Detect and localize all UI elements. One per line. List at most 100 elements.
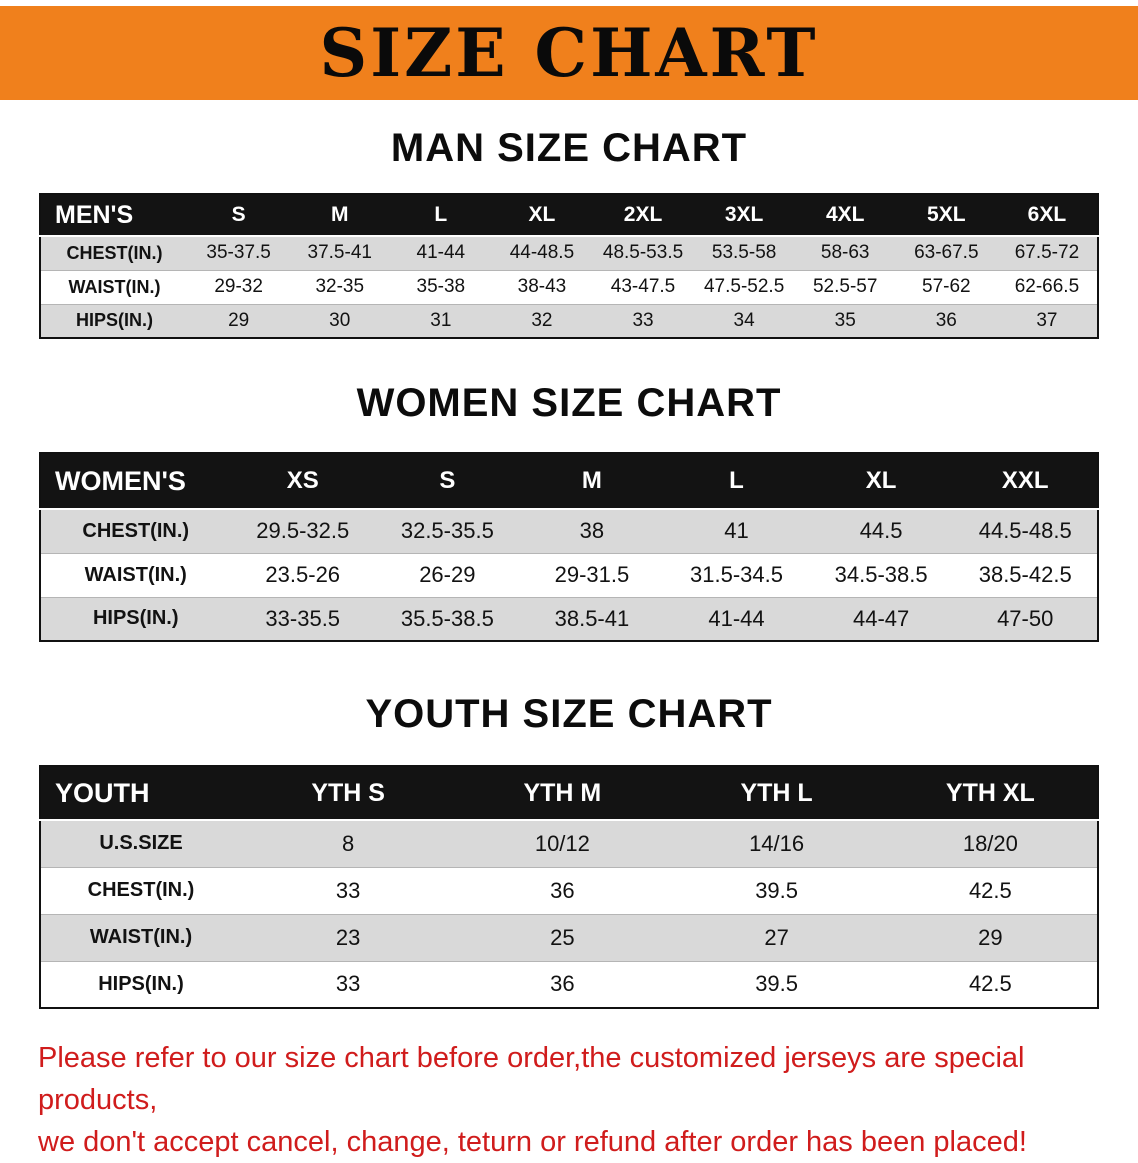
women-value-cell: 44-47 [808, 596, 954, 641]
youth-value-cell: 33 [241, 960, 456, 1008]
men-value-cell: 44-48.5 [491, 235, 593, 270]
youth-row-label: CHEST(IN.) [40, 866, 242, 914]
youth-value-cell: 8 [241, 819, 456, 867]
youth-value-cell: 10/12 [455, 819, 670, 867]
women-size-header-cell: L [664, 453, 809, 510]
women-value-cell: 34.5-38.5 [808, 552, 954, 597]
men-value-cell: 62-66.5 [996, 269, 1098, 304]
men-size-header-cell: 6XL [996, 194, 1098, 237]
youth-measure-row: HIPS(IN.) 33 36 39.5 42.5 [40, 960, 1098, 1008]
men-size-header-cell: 5XL [895, 194, 997, 237]
women-value-cell: 33-35.5 [230, 596, 376, 641]
men-value-cell: 31 [390, 303, 492, 338]
banner: SIZE CHART [0, 6, 1138, 100]
men-row-label: HIPS(IN.) [40, 303, 189, 338]
men-value-cell: 43-47.5 [592, 269, 694, 304]
women-section-heading: WOMEN SIZE CHART [356, 381, 782, 425]
youth-size-header-cell: YTH M [455, 766, 670, 821]
men-size-header-cell: M [289, 194, 391, 237]
men-size-header-cell: 2XL [592, 194, 694, 237]
women-value-cell: 41-44 [664, 596, 809, 641]
women-header-row: WOMEN'S XS S M L XL XXL [40, 453, 1098, 510]
youth-section: YOUTH SIZE CHART YOUTH YTH S YTH M YTH L YTH… [0, 692, 1138, 1009]
men-value-cell: 30 [289, 303, 391, 338]
women-size-header-cell: XXL [953, 453, 1098, 510]
men-value-cell: 67.5-72 [996, 235, 1098, 270]
men-value-cell: 37 [996, 303, 1098, 338]
youth-row-label: WAIST(IN.) [40, 913, 242, 961]
youth-value-cell: 36 [455, 960, 670, 1008]
women-value-cell: 31.5-34.5 [664, 552, 809, 597]
women-value-cell: 47-50 [953, 596, 1098, 641]
youth-value-cell: 39.5 [669, 960, 884, 1008]
women-value-cell: 29-31.5 [519, 552, 665, 597]
men-value-cell: 29-32 [188, 269, 290, 304]
women-measure-row: HIPS(IN.) 33-35.5 35.5-38.5 38.5-41 41-44 44-… [40, 596, 1098, 641]
men-row-label: WAIST(IN.) [40, 269, 189, 304]
men-value-cell: 41-44 [390, 235, 492, 270]
youth-table-title: YOUTH [40, 766, 242, 821]
women-size-table: WOMEN'S XS S M L XL XXL CHEST(IN.) 29.5-32.5 32.5… [39, 452, 1099, 642]
women-section: WOMEN SIZE CHART WOMEN'S XS S M L XL XXL CHEST(… [0, 381, 1138, 642]
men-value-cell: 33 [592, 303, 694, 338]
youth-value-cell: 23 [241, 913, 456, 961]
men-value-cell: 38-43 [491, 269, 593, 304]
men-size-header-cell: XL [491, 194, 593, 237]
women-value-cell: 29.5-32.5 [230, 508, 376, 553]
youth-size-header-cell: YTH L [669, 766, 884, 821]
women-value-cell: 41 [664, 508, 809, 553]
youth-value-cell: 42.5 [883, 960, 1098, 1008]
youth-row-label: HIPS(IN.) [40, 960, 242, 1008]
men-section-heading: MAN SIZE CHART [390, 126, 748, 170]
youth-size-header-cell: YTH XL [883, 766, 1098, 821]
men-value-cell: 58-63 [794, 235, 896, 270]
men-value-cell: 34 [693, 303, 795, 338]
youth-header-row: YOUTH YTH S YTH M YTH L YTH XL [40, 766, 1098, 821]
men-value-cell: 32 [491, 303, 593, 338]
men-row-label: CHEST(IN.) [40, 235, 189, 270]
footer-note: Please refer to our size chart before or… [38, 1037, 1100, 1163]
men-measure-row: CHEST(IN.) 35-37.5 37.5-41 41-44 44-48.5 48.5… [40, 235, 1098, 270]
youth-value-cell: 36 [455, 866, 670, 914]
youth-value-cell: 29 [883, 913, 1098, 961]
men-value-cell: 52.5-57 [794, 269, 896, 304]
women-row-label: HIPS(IN.) [40, 596, 231, 641]
youth-measure-row: U.S.SIZE 8 10/12 14/16 18/20 [40, 819, 1098, 867]
women-size-header-cell: XS [230, 453, 376, 510]
youth-value-cell: 33 [241, 866, 456, 914]
banner-title: SIZE CHART [319, 14, 819, 92]
women-size-header-cell: M [519, 453, 665, 510]
women-value-cell: 38 [519, 508, 665, 553]
men-size-header-cell: 4XL [794, 194, 896, 237]
men-size-header-cell: S [188, 194, 290, 237]
men-value-cell: 35 [794, 303, 896, 338]
footer-note-line-1: Please refer to our size chart before or… [38, 1042, 1025, 1117]
men-value-cell: 36 [895, 303, 997, 338]
men-size-header-cell: 3XL [693, 194, 795, 237]
women-value-cell: 38.5-42.5 [953, 552, 1098, 597]
women-row-label: CHEST(IN.) [40, 508, 231, 553]
women-size-header-cell: S [375, 453, 520, 510]
men-value-cell: 47.5-52.5 [693, 269, 795, 304]
women-value-cell: 44.5-48.5 [953, 508, 1098, 553]
size-chart-page: SIZE CHART MAN SIZE CHART MEN'S S M L XL 2XL 3… [0, 6, 1138, 1163]
women-table-title: WOMEN'S [40, 453, 231, 510]
youth-value-cell: 18/20 [883, 819, 1098, 867]
men-measure-row: WAIST(IN.) 29-32 32-35 35-38 38-43 43-47.5 47.… [40, 269, 1098, 304]
youth-size-header-cell: YTH S [241, 766, 456, 821]
women-measure-row: CHEST(IN.) 29.5-32.5 32.5-35.5 38 41 44.5 44.5… [40, 508, 1098, 553]
footer-note-line-2: we don't accept cancel, change, teturn o… [38, 1126, 1027, 1159]
men-value-cell: 57-62 [895, 269, 997, 304]
men-value-cell: 63-67.5 [895, 235, 997, 270]
women-size-header-cell: XL [808, 453, 954, 510]
men-size-table: MEN'S S M L XL 2XL 3XL 4XL 5XL 6XL CHEST(IN.) 35-37… [39, 193, 1099, 339]
youth-value-cell: 27 [669, 913, 884, 961]
youth-value-cell: 14/16 [669, 819, 884, 867]
women-row-label: WAIST(IN.) [40, 552, 231, 597]
women-value-cell: 38.5-41 [519, 596, 665, 641]
men-size-header-cell: L [390, 194, 492, 237]
women-value-cell: 35.5-38.5 [375, 596, 520, 641]
youth-section-heading: YOUTH SIZE CHART [365, 692, 773, 736]
youth-row-label: U.S.SIZE [40, 819, 242, 867]
youth-size-table: YOUTH YTH S YTH M YTH L YTH XL U.S.SIZE 8 10/12… [39, 765, 1099, 1009]
